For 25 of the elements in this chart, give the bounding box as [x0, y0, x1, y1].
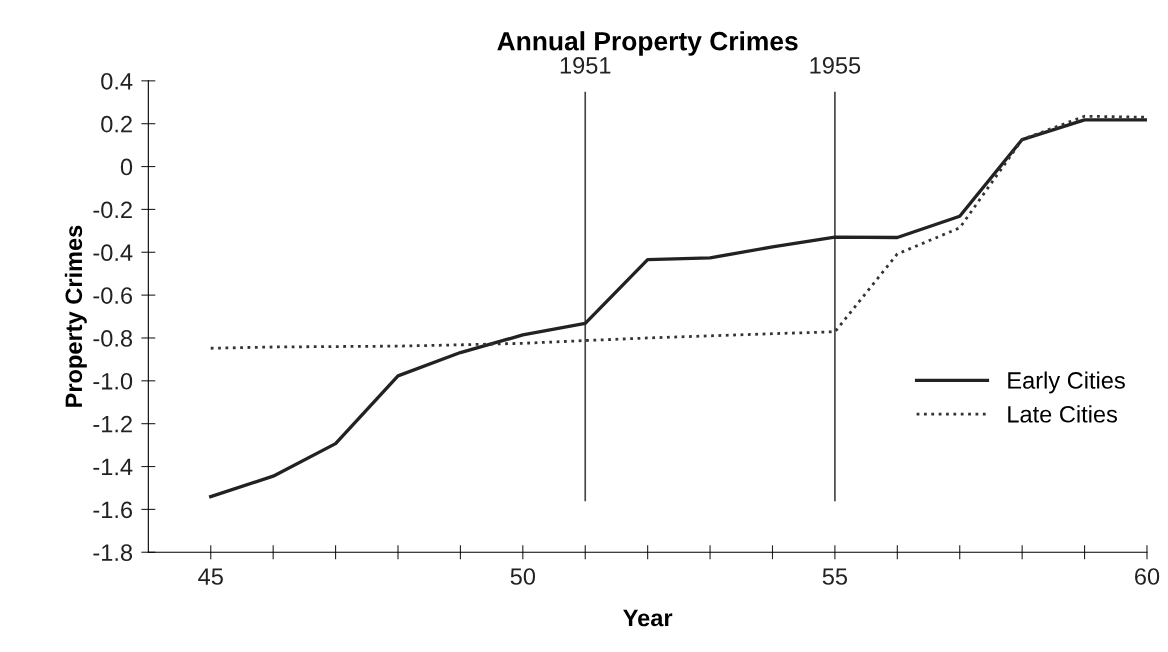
y-tick-label: -1.2 — [93, 415, 132, 433]
y-tick-label: -0.8 — [93, 330, 133, 347]
legend-label: Early Cities — [1008, 371, 1125, 394]
ref-line-label: 1955 — [810, 57, 861, 74]
x-axis-title: Year — [623, 609, 673, 627]
y-tick-label: 0 — [120, 158, 133, 176]
y-tick-label: -0.6 — [93, 287, 133, 304]
y-tick-label: -1.0 — [93, 372, 133, 390]
x-tick-label: 55 — [822, 568, 848, 585]
x-tick-label: 60 — [1135, 568, 1160, 585]
line-series — [209, 118, 1147, 499]
y-tick-label: -0.2 — [93, 201, 132, 219]
legend-label: Late Cities — [1008, 405, 1118, 423]
y-tick-label: -1.8 — [93, 544, 133, 562]
y-axis-title: Property Crimes — [64, 225, 87, 407]
line-series — [209, 114, 1147, 350]
x-tick-label: 45 — [198, 568, 223, 585]
y-tick-label: -1.4 — [93, 458, 133, 476]
ref-line-label: 1951 — [560, 57, 611, 74]
y-tick-label: -1.6 — [93, 501, 133, 519]
y-tick-label: 0.4 — [101, 72, 133, 90]
y-tick-label: -0.4 — [93, 244, 133, 262]
y-tick-label: 0.2 — [101, 115, 132, 133]
x-tick-label: 50 — [510, 568, 536, 585]
chart-title: Annual Property Crimes — [497, 31, 798, 56]
